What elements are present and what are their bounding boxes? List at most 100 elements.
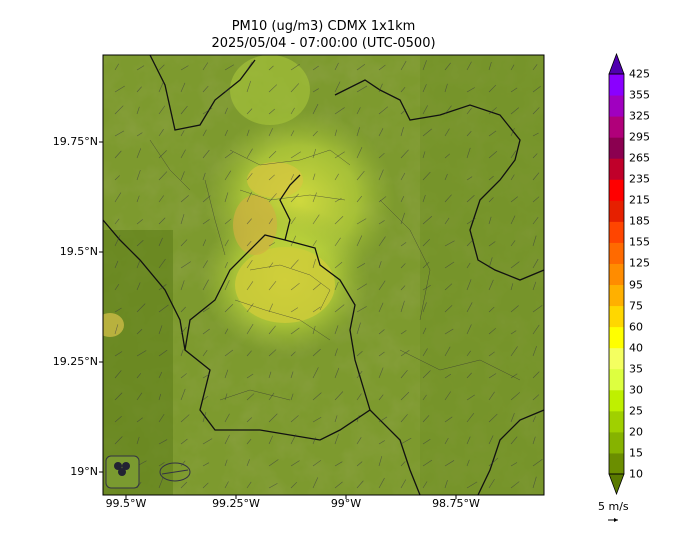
wind-vector bbox=[444, 283, 453, 291]
wind-vector bbox=[268, 193, 277, 203]
wind-vector bbox=[466, 238, 475, 247]
wind-vector bbox=[356, 263, 366, 269]
wind-vector bbox=[422, 439, 431, 445]
wind-vector bbox=[444, 480, 448, 489]
wind-vector bbox=[312, 130, 318, 137]
state-boundaries bbox=[103, 55, 544, 495]
colorbar-segment bbox=[609, 116, 624, 138]
wind-vector bbox=[466, 481, 478, 489]
wind-vector bbox=[114, 370, 122, 379]
wind-vector bbox=[202, 307, 210, 313]
wind-vector bbox=[356, 306, 367, 313]
colorbar-segment bbox=[609, 284, 624, 307]
wind-vector bbox=[400, 300, 405, 313]
wind-vector bbox=[488, 479, 495, 489]
map-title: PM10 (ug/m3) CDMX 1x1km bbox=[231, 19, 416, 34]
wind-vector bbox=[114, 324, 119, 335]
wind-vector bbox=[202, 172, 206, 181]
colorbar-frame bbox=[608, 73, 625, 475]
wind-vector bbox=[114, 130, 125, 137]
wind-vector bbox=[488, 413, 498, 423]
wind-vector bbox=[378, 220, 385, 225]
wind-vector bbox=[290, 107, 295, 115]
wind-vector bbox=[268, 483, 278, 489]
wind-vector bbox=[202, 462, 210, 467]
wind-vector bbox=[246, 281, 254, 291]
wind-vector bbox=[510, 283, 514, 291]
wind-vector bbox=[158, 150, 167, 159]
wind-vector bbox=[466, 302, 473, 313]
wind-vector bbox=[400, 149, 409, 159]
colorbar-segment bbox=[609, 179, 624, 201]
wind-vector bbox=[268, 108, 275, 115]
wind-vector bbox=[246, 148, 253, 159]
wind-vector bbox=[488, 216, 492, 225]
wind-vector bbox=[334, 367, 340, 379]
wind-vector bbox=[488, 241, 496, 247]
wind-vector bbox=[466, 130, 472, 137]
wind-vector bbox=[466, 218, 476, 225]
wind-vector bbox=[378, 367, 384, 379]
wind-vector bbox=[466, 324, 472, 335]
wind-vector bbox=[202, 279, 209, 291]
wind-vector bbox=[268, 413, 278, 423]
pm10-high-center bbox=[235, 247, 335, 323]
wind-vector bbox=[312, 65, 319, 71]
colorbar-tick-label: 185 bbox=[629, 214, 650, 228]
wind-vector bbox=[378, 261, 382, 269]
wind-vector bbox=[510, 346, 518, 357]
wind-vector bbox=[422, 348, 428, 357]
wind-vector bbox=[510, 240, 516, 247]
wind-vector bbox=[356, 437, 362, 445]
wind-vector bbox=[334, 415, 338, 423]
wind-vector bbox=[356, 170, 365, 181]
wind-vector bbox=[312, 367, 319, 379]
wind-vector bbox=[334, 107, 345, 115]
wind-vector bbox=[488, 279, 494, 291]
wind-vector bbox=[114, 63, 119, 71]
colorbar-tick-label: 75 bbox=[629, 299, 643, 313]
pm10-plume-top bbox=[230, 55, 310, 125]
wind-vector bbox=[510, 196, 518, 203]
wind-vector bbox=[268, 84, 278, 93]
wind-vector bbox=[466, 412, 475, 423]
wind-vector bbox=[268, 242, 276, 247]
wind-vector bbox=[334, 81, 341, 93]
wind-vector bbox=[334, 62, 339, 71]
wind-vector bbox=[356, 415, 360, 423]
wind-vector bbox=[400, 369, 408, 379]
wind-vector bbox=[180, 261, 191, 269]
colorbar-tick-label: 265 bbox=[629, 151, 650, 165]
wind-vector bbox=[268, 325, 276, 335]
colorbar-tick-label: 25 bbox=[629, 404, 643, 418]
wind-vector bbox=[290, 415, 299, 423]
wind-vector bbox=[444, 328, 454, 335]
wind-vector bbox=[532, 371, 540, 379]
wind-vector bbox=[510, 150, 517, 159]
wind-vector bbox=[114, 85, 125, 93]
wind-vector bbox=[268, 281, 277, 291]
wind-vector bbox=[378, 477, 385, 489]
wind-vector bbox=[510, 64, 515, 71]
wind-vector bbox=[400, 414, 408, 423]
wind-vector bbox=[180, 65, 189, 71]
wind-vector bbox=[158, 371, 163, 379]
wind-vector bbox=[114, 192, 122, 203]
wind-vector bbox=[466, 87, 475, 93]
wind-vector bbox=[444, 373, 452, 379]
wind-vector bbox=[312, 88, 319, 93]
wind-vector bbox=[312, 103, 319, 115]
wind-vector bbox=[422, 60, 427, 71]
wind-vector bbox=[202, 350, 208, 357]
colorbar-tick-label: 10 bbox=[629, 467, 643, 481]
wind-vector bbox=[114, 284, 120, 291]
colorbar-tick-label: 15 bbox=[629, 446, 643, 460]
wind-vector bbox=[378, 236, 386, 247]
wind-vector bbox=[444, 416, 453, 423]
wind-vector bbox=[422, 238, 431, 247]
colorbar-tick-label: 215 bbox=[629, 193, 650, 207]
wind-vector bbox=[136, 350, 147, 357]
wind-vector bbox=[224, 481, 229, 489]
wind-vector bbox=[180, 306, 186, 313]
wind-vector bbox=[334, 304, 345, 313]
